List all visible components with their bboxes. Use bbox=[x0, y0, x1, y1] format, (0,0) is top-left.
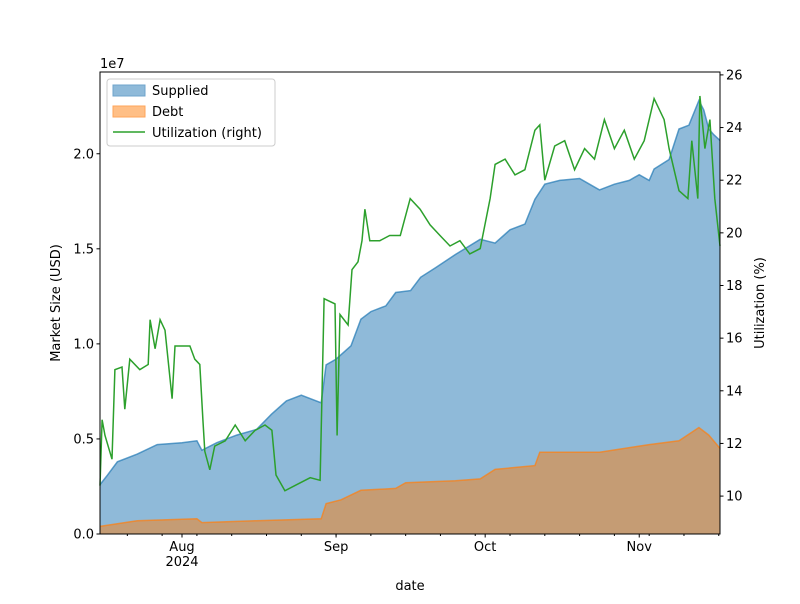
y-tick-label: 0.0 bbox=[73, 528, 94, 543]
x-tick-label: Sep bbox=[324, 540, 349, 555]
y-offset-label: 1e7 bbox=[100, 57, 125, 72]
legend-label-utilization: Utilization (right) bbox=[152, 126, 262, 141]
y-right-tick-label: 18 bbox=[726, 279, 743, 294]
x-tick-sublabel: 2024 bbox=[165, 555, 198, 570]
x-tick-label: Nov bbox=[627, 540, 653, 555]
y-right-tick-label: 10 bbox=[726, 490, 743, 505]
legend-frame bbox=[106, 78, 276, 147]
x-axis-label: date bbox=[395, 579, 424, 594]
y-axis-label: Market Size (USD) bbox=[49, 244, 64, 362]
legend-swatch-supplied bbox=[112, 84, 146, 97]
y-right-tick-label: 22 bbox=[726, 174, 743, 189]
area-debt bbox=[100, 427, 720, 534]
y-right-tick-label: 16 bbox=[726, 332, 743, 347]
y-right-tick-label: 26 bbox=[726, 68, 743, 83]
legend-label-debt: Debt bbox=[152, 105, 183, 120]
y-tick-label: 1.0 bbox=[73, 337, 94, 352]
legend: Supplied Debt Utilization (right) bbox=[106, 78, 276, 147]
y-right-tick-label: 12 bbox=[726, 437, 743, 452]
area-supplied bbox=[100, 100, 720, 534]
y-tick-label: 2.0 bbox=[73, 147, 94, 162]
x-tick-label: Oct bbox=[474, 540, 496, 555]
y-right-tick-label: 14 bbox=[726, 384, 743, 399]
x-tick-label: Aug bbox=[169, 540, 194, 555]
line-supplied bbox=[99, 98, 721, 486]
line-utilization bbox=[99, 95, 721, 492]
y-tick-label: 0.5 bbox=[73, 432, 94, 447]
y-right-tick-label: 24 bbox=[726, 121, 743, 136]
y-right-tick-label: 20 bbox=[726, 226, 743, 241]
y-tick-label: 1.5 bbox=[73, 242, 94, 257]
legend-swatch-debt bbox=[112, 105, 146, 118]
legend-label-supplied: Supplied bbox=[152, 84, 208, 99]
plot-marks bbox=[99, 95, 721, 534]
plot-frame bbox=[99, 71, 721, 535]
line-debt bbox=[99, 426, 721, 528]
y-axis-label-right: Utilization (%) bbox=[753, 257, 768, 349]
